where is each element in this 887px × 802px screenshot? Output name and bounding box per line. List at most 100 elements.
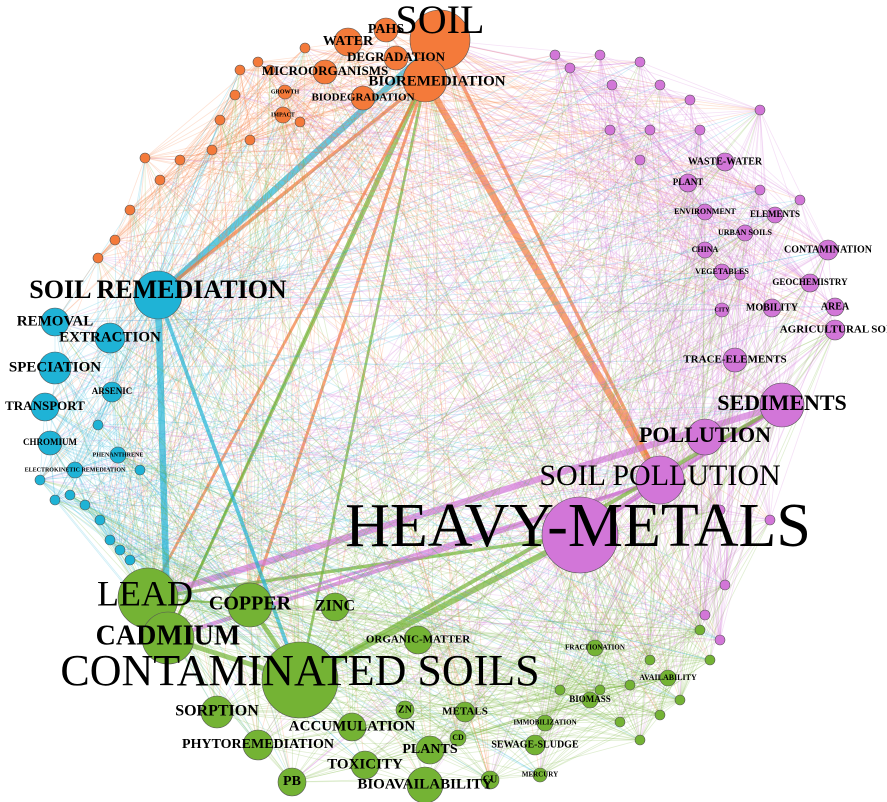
edge [554, 54, 721, 641]
edge [129, 306, 836, 561]
edge [599, 54, 836, 308]
edge [719, 509, 771, 521]
edge [589, 309, 723, 701]
edge [111, 391, 783, 406]
node [594, 684, 606, 696]
node [124, 204, 136, 216]
edge [679, 629, 701, 701]
edge [659, 182, 689, 481]
edge [404, 709, 459, 739]
edge [599, 54, 611, 131]
edge [144, 157, 689, 184]
edge [659, 84, 691, 101]
edge [559, 282, 811, 691]
edge [554, 54, 773, 309]
edge [109, 309, 723, 541]
node-label: PHENANTHRENE [93, 452, 144, 458]
edge [559, 249, 829, 691]
node [234, 64, 246, 76]
edge [109, 129, 701, 339]
node [532, 767, 548, 783]
edge [304, 47, 761, 191]
edge [49, 149, 213, 444]
node [34, 474, 46, 486]
edge [249, 91, 286, 606]
edge [554, 54, 771, 521]
node [66, 461, 84, 479]
edge [157, 161, 726, 296]
node [333, 27, 363, 57]
edge [589, 629, 701, 701]
edge [649, 129, 701, 631]
edge [724, 282, 811, 586]
node-label: MOBILITY [746, 302, 799, 313]
edge [489, 699, 681, 781]
edge [147, 533, 581, 600]
edge [157, 182, 689, 296]
edge [54, 321, 596, 649]
edge [49, 442, 141, 471]
edge [619, 519, 771, 723]
edge [49, 61, 259, 444]
edge [219, 119, 419, 641]
edge [144, 157, 259, 746]
edge [347, 41, 406, 711]
edge [611, 84, 721, 641]
edge [439, 39, 746, 234]
edge [74, 469, 301, 681]
edge [347, 41, 561, 691]
node-label: PLANTS [402, 742, 457, 757]
edge [144, 157, 301, 681]
edge [119, 479, 661, 551]
edge [299, 121, 811, 284]
edge [659, 282, 811, 481]
edge [719, 214, 776, 641]
edge [611, 84, 801, 201]
edge [299, 309, 723, 681]
edge [324, 71, 651, 131]
edge [39, 479, 581, 536]
edge [417, 232, 746, 641]
edge [639, 479, 661, 741]
edge [639, 159, 701, 631]
edge [97, 424, 101, 521]
edge [211, 69, 271, 151]
node [614, 716, 626, 728]
edge [464, 274, 741, 713]
edge [249, 249, 829, 606]
edge [249, 139, 491, 781]
edge [299, 161, 726, 681]
node [92, 419, 104, 431]
edge [117, 294, 159, 456]
node-label: ELECTROKINETIC REMEDIATION [25, 467, 126, 473]
edge [559, 479, 661, 691]
node [554, 684, 566, 696]
edge [157, 294, 426, 786]
edge [719, 189, 761, 641]
node [154, 174, 166, 186]
edge [139, 469, 301, 681]
edge [157, 249, 829, 296]
edge [639, 214, 776, 741]
edge [147, 509, 721, 599]
edge [404, 709, 661, 716]
edge [282, 114, 661, 481]
edge [299, 121, 706, 213]
edge [109, 94, 236, 339]
edge [362, 97, 651, 661]
edge [97, 257, 426, 786]
edge [554, 54, 726, 163]
node-label: BIOMASS [569, 694, 611, 704]
edge [249, 121, 301, 141]
edge [74, 294, 159, 471]
edge [147, 159, 641, 599]
edge [599, 54, 776, 216]
edge [99, 114, 284, 521]
edge [249, 139, 561, 691]
edge [439, 39, 829, 251]
edge [269, 69, 491, 781]
edge [109, 337, 669, 679]
edge [54, 367, 431, 751]
edge [611, 84, 723, 273]
edge [249, 84, 661, 141]
